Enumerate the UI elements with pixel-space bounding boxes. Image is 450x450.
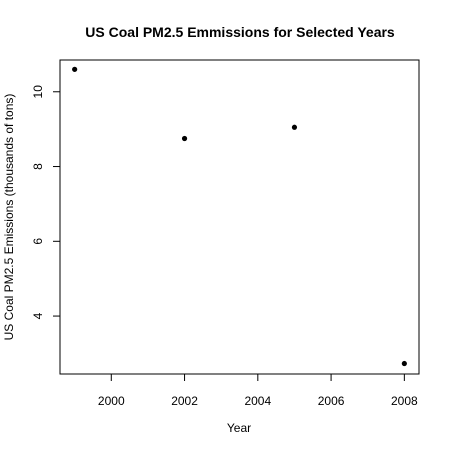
plot-frame (59, 59, 420, 375)
y-axis-label: US Coal PM2.5 Emissions (thousands of to… (2, 94, 16, 341)
y-tick-label: 10 (31, 85, 45, 99)
x-tick-label: 2006 (318, 394, 345, 408)
x-tick-label: 2002 (171, 394, 198, 408)
x-axis: 2000 2002 2004 2006 2008 (98, 374, 418, 408)
y-tick-label: 4 (31, 312, 45, 319)
y-axis: 4 6 8 10 (31, 85, 60, 319)
x-tick-label: 2004 (244, 394, 271, 408)
data-point-2005 (291, 124, 298, 130)
data-point-1999 (72, 66, 78, 72)
data-point-2002 (181, 135, 188, 142)
x-axis-label: Year (227, 421, 251, 435)
data-points (72, 66, 407, 367)
y-tick-label: 6 (31, 238, 45, 245)
x-tick-label: 2008 (391, 394, 418, 408)
x-tick-label: 2000 (98, 394, 125, 408)
chart-title: US Coal PM2.5 Emmissions for Selected Ye… (85, 24, 395, 40)
data-point-2008 (401, 360, 407, 367)
y-tick-label: 8 (31, 163, 45, 170)
